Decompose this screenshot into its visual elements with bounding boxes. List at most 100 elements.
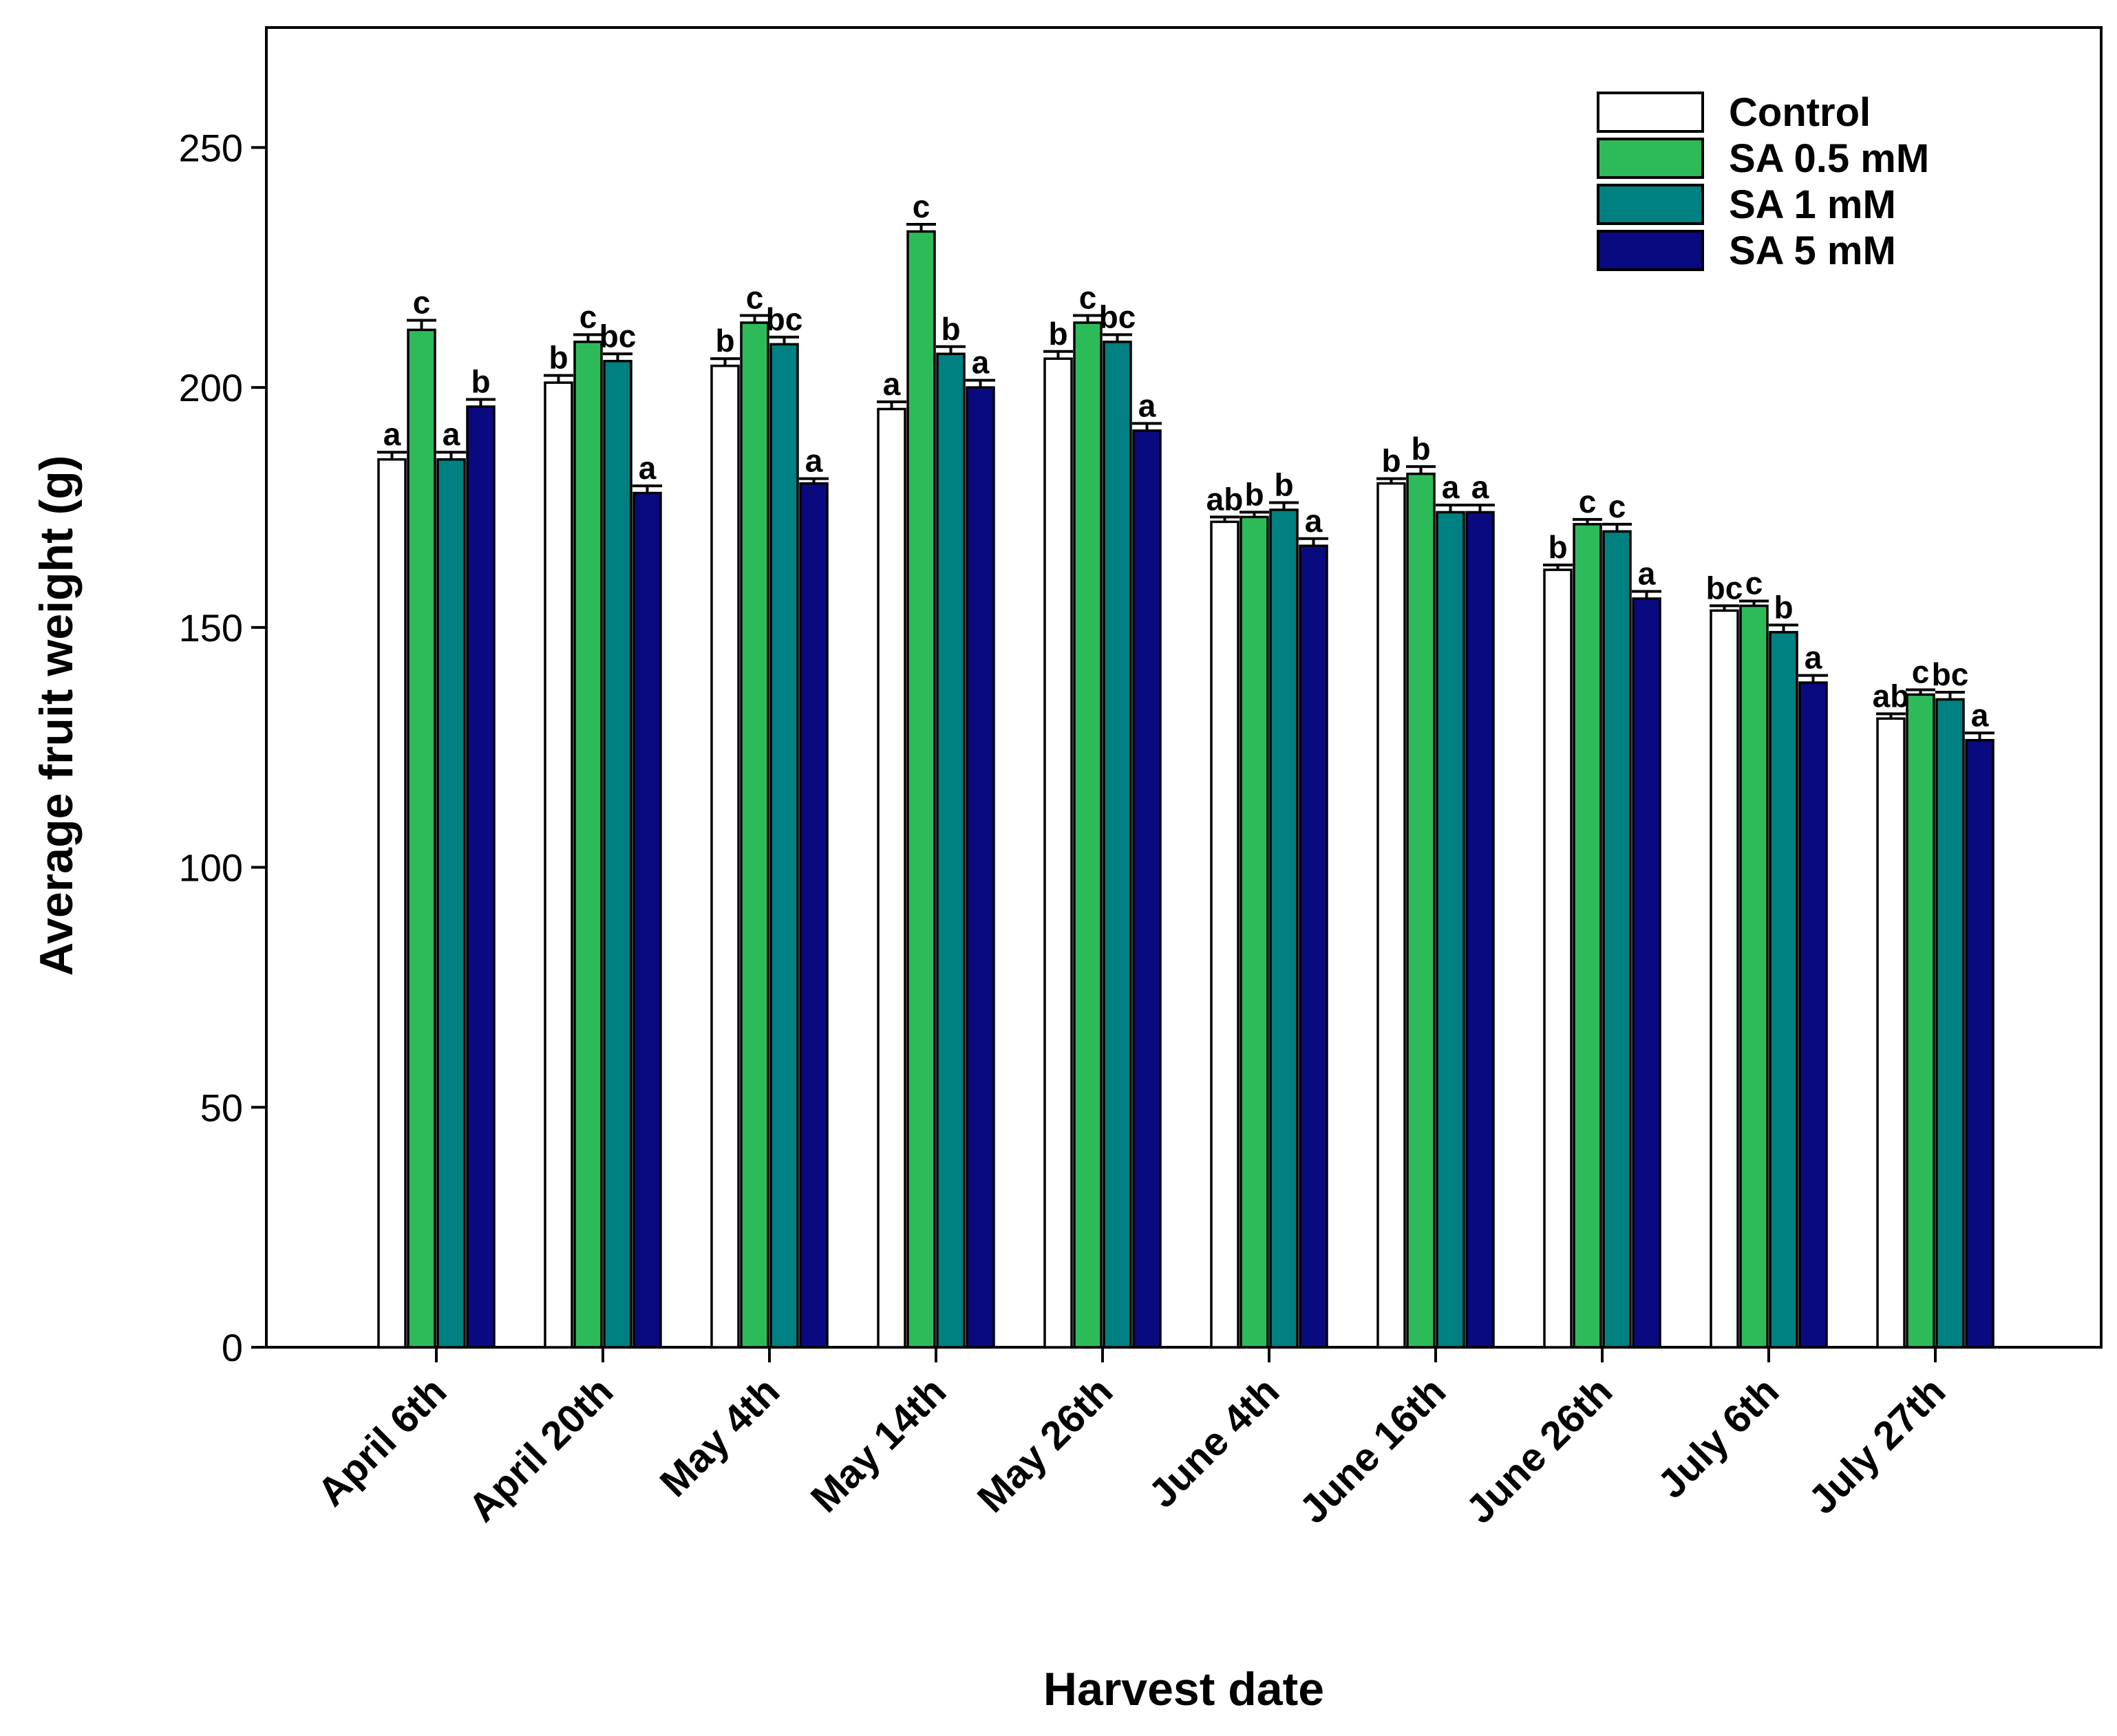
legend-swatch	[1597, 138, 1704, 179]
y-tick-label: 250	[179, 126, 243, 169]
x-tick-label: July 6th	[1649, 1369, 1787, 1507]
y-tick-label: 150	[179, 606, 243, 650]
significance-letter: b	[1774, 589, 1793, 625]
bar	[1376, 482, 1406, 1349]
legend-label: SA 0.5 mM	[1729, 136, 1929, 181]
significance-letter: a	[1471, 469, 1489, 505]
significance-letter: b	[1048, 316, 1067, 352]
significance-letter: c	[1912, 654, 1930, 689]
x-axis-title: Harvest date	[1043, 1663, 1324, 1715]
bar	[877, 407, 906, 1349]
x-tick-label: May 4th	[652, 1369, 789, 1505]
significance-letter: bc	[1099, 299, 1136, 334]
x-tick-label: June 26th	[1458, 1369, 1621, 1532]
bar	[466, 405, 496, 1349]
bar	[1602, 530, 1632, 1349]
significance-letter: bc	[1932, 656, 1969, 692]
significance-letter: a	[1138, 387, 1156, 423]
significance-letter: a	[383, 416, 401, 452]
bar	[1935, 698, 1965, 1349]
bar	[1240, 515, 1269, 1349]
bar	[1739, 604, 1769, 1349]
bars-layer	[377, 230, 1994, 1349]
significance-letter: c	[413, 284, 431, 320]
y-tick-label: 0	[222, 1326, 243, 1369]
bar	[1543, 568, 1573, 1349]
x-tick-label: May 26th	[969, 1369, 1121, 1521]
bar	[799, 482, 829, 1349]
bar	[632, 491, 662, 1349]
y-tick-label: 50	[200, 1086, 243, 1129]
significance-letter: a	[1305, 503, 1323, 539]
bar	[1573, 523, 1602, 1349]
bar	[1073, 321, 1103, 1349]
legend-label: SA 1 mM	[1729, 182, 1896, 227]
legend-swatch	[1597, 184, 1704, 225]
significance-letter: a	[1638, 556, 1656, 592]
significance-letter: bc	[1706, 570, 1743, 606]
bar	[1876, 717, 1906, 1349]
legend-label: SA 5 mM	[1729, 228, 1896, 273]
y-axis: 0 50 100 150 200 250	[179, 126, 266, 1369]
bar	[1210, 520, 1240, 1349]
bar	[1465, 511, 1495, 1349]
significance-letter: c	[746, 279, 764, 315]
bar	[1269, 508, 1299, 1349]
bar	[544, 381, 573, 1349]
bar	[377, 458, 407, 1349]
x-tick-label: June 4th	[1140, 1369, 1288, 1517]
significance-letter: b	[1411, 431, 1430, 467]
significance-letter: c	[1079, 279, 1097, 315]
plot-frame	[265, 26, 2103, 1349]
bar	[1632, 597, 1661, 1349]
significance-letter: c	[1579, 484, 1597, 519]
significance-letter: c	[913, 189, 930, 224]
y-tick-label: 200	[179, 366, 243, 409]
significance-letter: ab	[1873, 678, 1910, 714]
significance-letter: a	[1805, 640, 1822, 676]
significance-letter: c	[1608, 489, 1626, 524]
bar	[603, 359, 632, 1349]
x-tick-label: May 14th	[802, 1369, 955, 1521]
significance-letter: ab	[1206, 481, 1244, 517]
significance-letter: b	[549, 340, 568, 376]
bar	[966, 386, 995, 1349]
bar	[1299, 544, 1328, 1349]
bar	[1436, 511, 1465, 1349]
bar	[1710, 609, 1739, 1349]
significance-letter: a	[805, 443, 823, 479]
bar	[936, 352, 966, 1349]
x-tick-label: June 16th	[1291, 1369, 1454, 1532]
bar	[710, 364, 740, 1349]
bar	[1906, 693, 1935, 1349]
bar	[769, 343, 799, 1349]
bar	[1965, 738, 1994, 1349]
significance-letter: a	[1971, 697, 1989, 733]
x-tick-label: July 27th	[1800, 1369, 1954, 1523]
x-tick-label: April 20th	[460, 1369, 621, 1530]
bar	[740, 321, 769, 1349]
bar	[906, 230, 936, 1349]
y-tick-label: 100	[179, 846, 243, 890]
bar	[436, 458, 466, 1349]
bar	[573, 341, 603, 1349]
bar	[1798, 681, 1828, 1349]
significance-letter: bc	[599, 318, 637, 354]
legend-swatch	[1597, 92, 1704, 133]
significance-letter: c	[1745, 565, 1763, 601]
bar	[1043, 357, 1073, 1349]
significance-letter: b	[1548, 529, 1567, 565]
significance-letter: c	[579, 299, 597, 334]
significance-letter: b	[1381, 443, 1401, 479]
significance-letter: a	[639, 450, 657, 486]
significance-letter: a	[883, 366, 901, 402]
significance-letter: b	[941, 311, 960, 347]
significance-letter: a	[443, 416, 460, 452]
significance-letter: a	[972, 345, 990, 381]
y-axis-title: Average fruit weight (g)	[30, 456, 83, 976]
significance-letter: bc	[766, 301, 803, 337]
bar	[1132, 429, 1162, 1349]
